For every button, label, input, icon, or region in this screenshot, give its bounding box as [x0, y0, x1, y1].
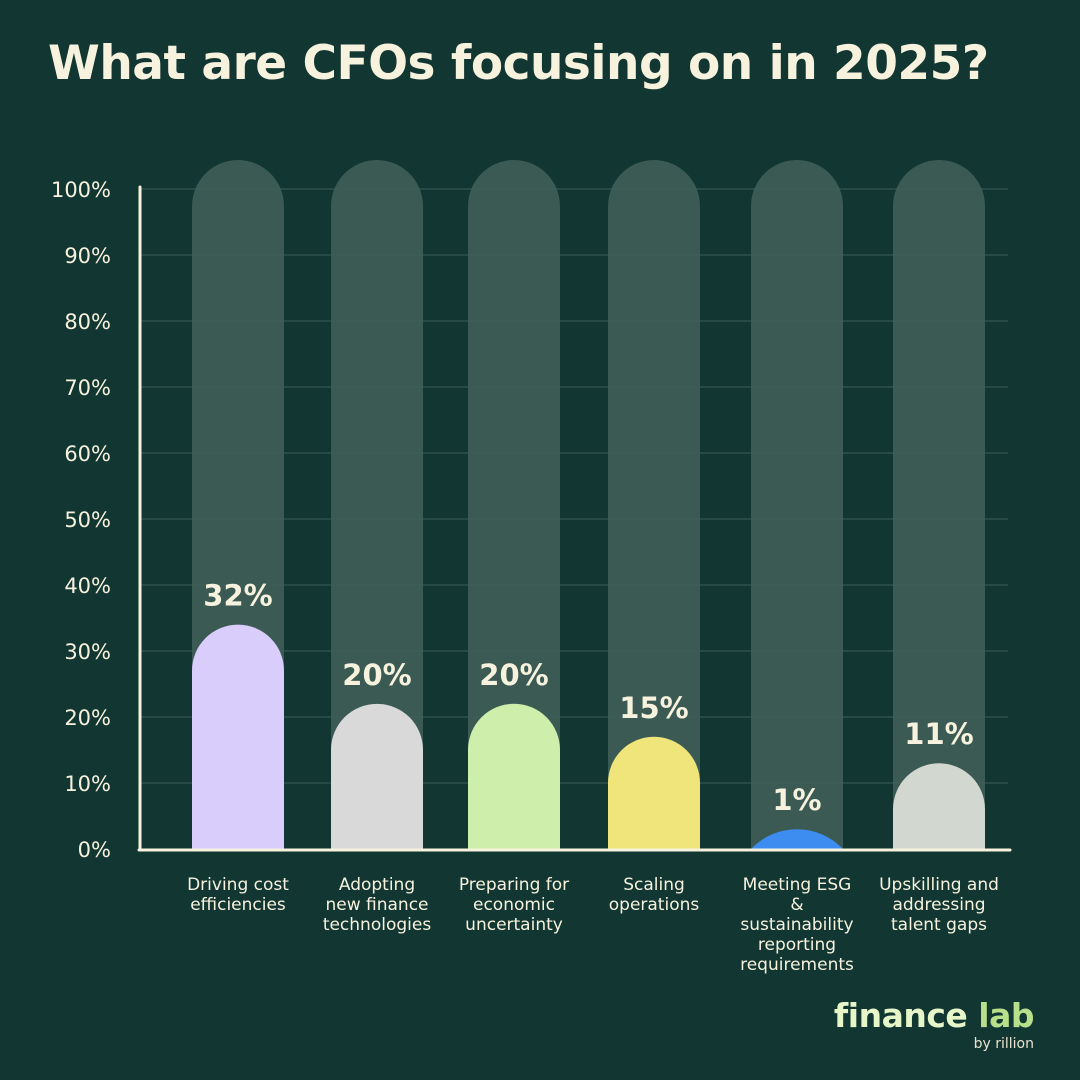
x-tick-label-line: addressing	[892, 895, 985, 915]
x-tick-label: Adopting new finance technologies	[323, 875, 432, 935]
x-tick-label-line: requirements	[740, 955, 854, 975]
y-tick-label: 20%	[64, 706, 111, 730]
x-tick-label-line: Scaling	[623, 875, 685, 895]
x-tick-label-line: reporting	[758, 935, 836, 955]
y-tick-label: 0%	[78, 838, 111, 862]
bar-track-6	[893, 160, 985, 849]
x-tick-label-line: efficiencies	[190, 895, 286, 915]
y-tick-label: 90%	[64, 244, 111, 268]
x-tick-label-line: Preparing for	[459, 875, 569, 895]
x-tick-label-line: sustainability	[740, 915, 853, 935]
bar-2	[331, 703, 423, 849]
x-tick-label: Upskilling and addressing talent gaps	[879, 875, 999, 935]
x-tick-label-line: talent gaps	[891, 915, 987, 935]
x-tick-label: Preparing for economic uncertainty	[459, 875, 569, 935]
y-tick-label: 10%	[64, 772, 111, 796]
brand-byline: by rillion	[973, 1036, 1034, 1052]
brand-name: finance lab	[833, 996, 1035, 1036]
x-tick-label-line: Upskilling and	[879, 875, 999, 895]
x-tick-label-line: uncertainty	[465, 915, 563, 935]
x-tick-label: Driving cost efficiencies	[187, 875, 289, 915]
brand-logo: finance lab by rillion	[833, 996, 1035, 1052]
chart-title: What are CFOs focusing on in 2025?	[48, 36, 989, 91]
brand-name-part2: lab	[978, 996, 1034, 1035]
x-tick-label-line: Meeting ESG	[743, 875, 852, 895]
x-tick-label-line: operations	[609, 895, 700, 915]
y-tick-label: 50%	[64, 508, 111, 532]
bar-track-2	[331, 160, 423, 850]
brand-name-part1: finance	[833, 996, 968, 1035]
data-label: 15%	[619, 691, 688, 725]
bar-track-3	[468, 160, 560, 849]
x-tick-label: Scaling operations	[609, 875, 700, 915]
data-label: 1%	[772, 783, 821, 817]
data-label: 20%	[479, 658, 548, 692]
x-tick-label-line: &	[790, 895, 803, 915]
y-tick-label: 40%	[64, 574, 111, 598]
bar-3	[468, 703, 560, 849]
y-tick-label: 30%	[64, 640, 111, 664]
y-tick-label: 80%	[64, 310, 111, 334]
data-label: 32%	[203, 579, 272, 613]
x-tick-label-line: Adopting	[339, 875, 415, 895]
bar-1	[192, 624, 284, 849]
bar-5	[751, 829, 843, 849]
y-tick-label: 70%	[64, 376, 111, 400]
bar-6	[893, 763, 985, 849]
y-tick-label: 100%	[51, 178, 111, 202]
x-tick-label-line: new finance	[325, 895, 428, 915]
x-tick-label-line: Driving cost	[187, 875, 289, 895]
y-tick-label: 60%	[64, 442, 111, 466]
x-tick-label: Meeting ESG & sustainability reporting requi…	[740, 875, 854, 975]
bar-track-4	[608, 160, 700, 849]
bar-track-5	[751, 160, 843, 849]
x-tick-label-line: economic	[473, 895, 555, 915]
data-label: 11%	[904, 717, 973, 751]
bar-4	[608, 736, 700, 849]
data-label: 20%	[342, 658, 411, 692]
x-tick-label-line: technologies	[323, 915, 432, 935]
